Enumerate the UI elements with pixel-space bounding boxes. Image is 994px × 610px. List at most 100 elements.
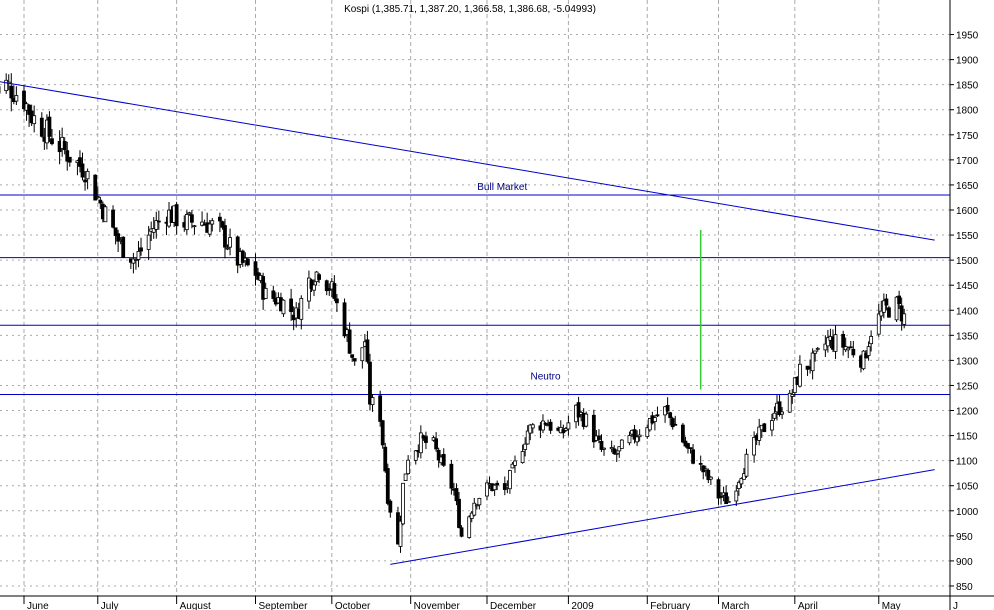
candle-body — [897, 295, 902, 305]
candle-body — [388, 500, 393, 513]
y-tick-label: 1150 — [956, 432, 978, 443]
x-tick-label: 2009 — [571, 601, 594, 610]
y-tick-label: 900 — [956, 557, 973, 568]
candle-body — [495, 482, 500, 486]
candle-body — [492, 484, 497, 491]
candle-body — [360, 347, 365, 362]
candle-body — [841, 333, 846, 348]
candle-body — [401, 482, 405, 525]
candle-body — [507, 470, 512, 490]
candle-body — [770, 420, 774, 431]
candle-body — [335, 298, 339, 304]
candle-body — [825, 337, 830, 347]
candle-body — [111, 209, 115, 228]
candle-body — [599, 440, 604, 450]
candle-body — [591, 414, 596, 443]
y-tick-label: 1950 — [956, 31, 979, 42]
candle-body — [457, 498, 461, 528]
candle-body — [95, 196, 100, 198]
candle-body — [380, 420, 385, 446]
candle-body — [342, 302, 347, 337]
y-tick-label: 1600 — [956, 206, 979, 217]
candle-body — [103, 206, 108, 223]
candle-body — [39, 117, 44, 137]
candle-body — [184, 214, 189, 231]
candle-body — [139, 247, 143, 252]
candle-body — [566, 422, 571, 430]
x-tick-label: March — [722, 601, 750, 610]
candle-body — [220, 221, 225, 228]
candle-body — [813, 350, 818, 354]
candle-body — [441, 453, 446, 466]
candle-body — [418, 432, 423, 454]
y-tick-label: 950 — [956, 532, 973, 543]
x-tick-label: August — [180, 601, 211, 610]
y-tick-label: 1700 — [956, 156, 979, 167]
candle-body — [902, 313, 907, 325]
candle-body — [513, 460, 517, 466]
candle-body — [780, 411, 784, 415]
trend-lines-layer: Bull Market Neutro — [0, 81, 935, 565]
candle-body — [653, 417, 657, 422]
candle-body — [67, 156, 72, 163]
candle-body — [332, 283, 337, 299]
candle-body — [680, 424, 685, 443]
annotation-label: Bull Market — [477, 182, 527, 193]
candle-body — [136, 251, 141, 260]
y-tick-label: 850 — [956, 582, 973, 593]
candle-body — [156, 220, 161, 223]
candle-body — [846, 347, 851, 351]
candle-body — [289, 298, 294, 313]
candle-body — [523, 443, 528, 450]
candle-body — [543, 422, 548, 425]
candle-body — [762, 423, 767, 433]
candle-body — [378, 395, 383, 422]
candle-body — [691, 449, 695, 464]
candle-body — [477, 498, 482, 506]
candle-body — [307, 277, 311, 302]
candle-body — [121, 236, 126, 258]
candle-body — [887, 307, 891, 318]
candle-body — [881, 300, 886, 313]
candle-body — [530, 424, 535, 429]
candle-body — [670, 418, 675, 428]
y-tick-label: 1300 — [956, 356, 979, 367]
candle-body — [884, 298, 889, 306]
candle-body — [253, 261, 258, 276]
candle-body — [724, 492, 729, 505]
candle-body — [436, 449, 441, 461]
candle-body — [686, 443, 690, 449]
x-tick-label: February — [650, 601, 690, 610]
candle-body — [210, 220, 215, 225]
candle-body — [597, 435, 601, 440]
x-tick-label: July — [101, 601, 119, 610]
candle-body — [609, 447, 614, 450]
candle-body — [708, 476, 713, 480]
candle-body — [866, 346, 871, 356]
candle-body — [879, 310, 884, 317]
candle-body — [665, 404, 670, 412]
x-tick-label: October — [335, 601, 371, 610]
candle-body — [207, 223, 212, 235]
candle-body — [810, 352, 815, 372]
trend-line — [0, 81, 935, 241]
horizontal-lines-layer — [0, 194, 950, 395]
candle-body — [703, 468, 708, 471]
candle-body — [876, 313, 881, 335]
candle-body — [772, 412, 777, 419]
candle-body — [62, 141, 67, 151]
candle-body — [154, 220, 159, 230]
x-tick-label: December — [490, 601, 537, 610]
candle-body — [833, 334, 838, 352]
y-tick-label: 1050 — [956, 482, 979, 493]
candle-body — [736, 481, 741, 489]
candle-body — [861, 350, 866, 370]
candle-body — [632, 429, 637, 440]
candle-body — [116, 233, 121, 242]
candle-body — [726, 500, 731, 503]
y-tick-label: 1000 — [956, 507, 979, 518]
candle-body — [235, 236, 240, 266]
candle-body — [324, 280, 329, 292]
